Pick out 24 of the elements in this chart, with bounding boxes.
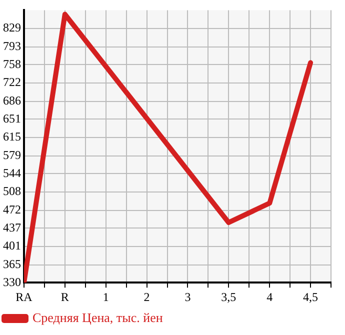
y-tick-label: 793 <box>3 39 21 54</box>
y-tick-label: 758 <box>3 56 21 71</box>
y-tick-label: 579 <box>3 148 21 162</box>
y-tick-label: 472 <box>3 202 21 216</box>
x-tick-label: 1 <box>102 290 109 304</box>
x-tick-label: RA <box>16 290 33 304</box>
y-tick-label: 508 <box>3 184 21 198</box>
y-tick-label: 544 <box>3 166 21 180</box>
y-tick-label: 651 <box>3 111 21 126</box>
y-tick-label: 615 <box>3 130 21 144</box>
x-tick-label: 4,5 <box>303 290 318 304</box>
y-tick-label: 686 <box>3 93 21 108</box>
y-tick-label: 401 <box>3 238 21 253</box>
y-tick-label: 437 <box>3 220 21 234</box>
y-tick-label: 829 <box>3 20 21 35</box>
y-tick-label: 330 <box>3 274 21 289</box>
legend-label: Средняя Цена, тыс. йен <box>32 310 163 325</box>
x-tick-label: 3,5 <box>221 290 236 304</box>
y-tick-label: 365 <box>3 256 21 271</box>
x-tick-label: 3 <box>184 290 191 304</box>
x-tick-label: R <box>60 290 69 304</box>
x-tick-label: 2 <box>144 290 150 304</box>
y-tick-label: 722 <box>3 75 21 90</box>
x-tick-label: 4 <box>266 290 273 304</box>
